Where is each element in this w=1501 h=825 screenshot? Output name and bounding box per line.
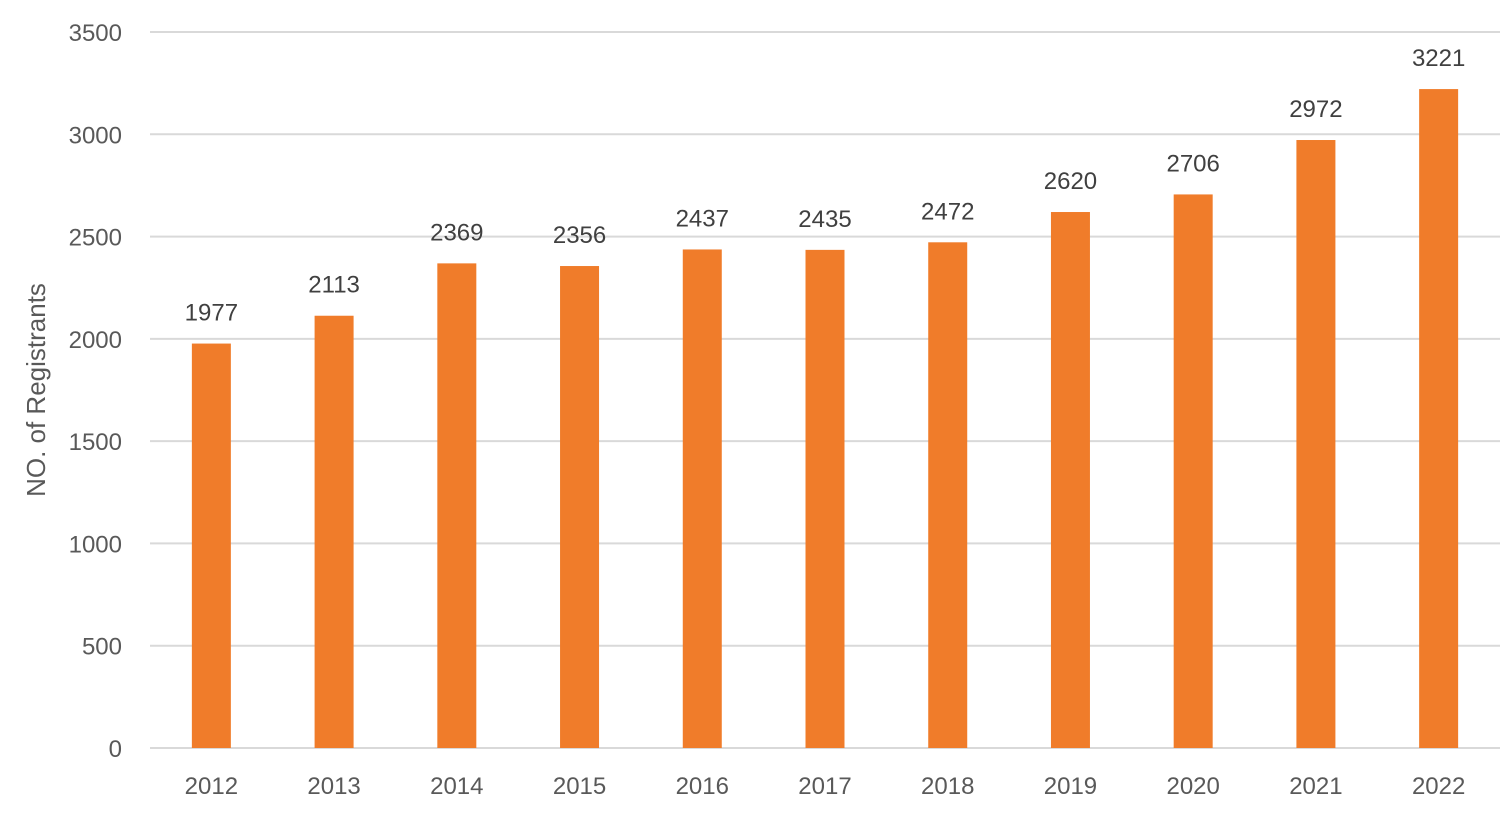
x-tick-label-2020: 2020 (1166, 773, 1219, 800)
x-tick-label-2014: 2014 (430, 773, 483, 800)
y-tick-label: 1500 (69, 429, 122, 456)
y-tick-label: 3500 (69, 20, 122, 47)
bar-2021 (1296, 140, 1336, 748)
bar-2013 (314, 315, 354, 748)
x-tick-label-2017: 2017 (798, 773, 851, 800)
x-tick-label-2015: 2015 (553, 773, 606, 800)
x-tick-label-2016: 2016 (676, 773, 729, 800)
data-label-2013: 2113 (308, 272, 360, 299)
data-label-2017: 2435 (798, 206, 851, 233)
bar-2019 (1050, 212, 1090, 749)
bar-2012 (191, 343, 231, 748)
data-label-2020: 2706 (1166, 150, 1219, 177)
y-tick-label: 3000 (69, 122, 122, 149)
y-axis-tick-labels: 0 500 1000 1500 2000 2500 3000 3500 (69, 20, 122, 763)
data-label-2016: 2437 (676, 205, 729, 232)
x-axis-tick-labels: 2012 2013 2014 2015 2016 2017 2018 2019 2020 2021… (185, 773, 1466, 800)
bar-2015 (560, 266, 600, 748)
x-tick-label-2018: 2018 (921, 773, 974, 800)
x-tick-label-2022: 2022 (1412, 773, 1465, 800)
data-label-2021: 2972 (1289, 96, 1342, 123)
bar-2017 (805, 249, 845, 748)
x-tick-label-2019: 2019 (1044, 773, 1097, 800)
bar-2016 (682, 249, 722, 749)
bars (191, 89, 1459, 749)
x-tick-label-2021: 2021 (1289, 773, 1342, 800)
data-label-2018: 2472 (921, 198, 974, 225)
data-label-2014: 2369 (430, 219, 483, 246)
data-label-2012: 1977 (185, 300, 238, 327)
x-tick-label-2012: 2012 (185, 773, 238, 800)
bar-2018 (928, 242, 968, 748)
bar-2020 (1173, 194, 1213, 749)
y-tick-label: 2500 (69, 225, 122, 252)
y-tick-label: 500 (82, 634, 122, 661)
data-label-2015: 2356 (553, 222, 606, 249)
y-axis-title: NO. of Registrants (21, 283, 51, 497)
y-tick-label: 0 (109, 736, 122, 763)
y-tick-label: 2000 (69, 327, 122, 354)
data-label-2019: 2620 (1044, 168, 1097, 195)
bar-2022 (1419, 89, 1459, 748)
y-tick-label: 1000 (69, 531, 122, 558)
data-label-2022: 3221 (1412, 45, 1465, 72)
data-labels: 1977 2113 2369 2356 2437 2435 2472 2620 2706 2972… (185, 45, 1466, 326)
x-tick-label-2013: 2013 (307, 773, 360, 800)
bar-2014 (437, 263, 477, 748)
